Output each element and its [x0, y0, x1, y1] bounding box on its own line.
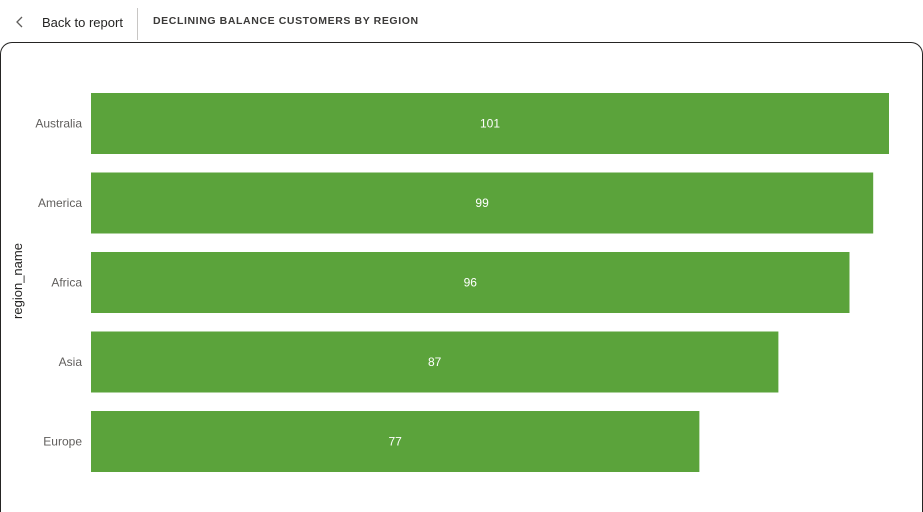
data-label: 77 — [389, 435, 403, 449]
top-bar: Back to report DECLINING BALANCE CUSTOME… — [0, 0, 923, 42]
bar-chart: Australia 101 America 99 Africa 96 Asia 87 Europ… — [10, 93, 889, 472]
chart-panel: Australia 101 America 99 Africa 96 Asia 87 Europ… — [0, 42, 923, 512]
data-label: 96 — [464, 276, 478, 290]
bar-america[interactable] — [91, 172, 874, 234]
bar-africa[interactable] — [91, 252, 850, 313]
back-label: Back to report — [42, 14, 123, 30]
y-tick-label: Asia — [59, 355, 83, 369]
data-label: 101 — [480, 117, 500, 131]
data-label: 99 — [475, 196, 489, 210]
chevron-left-icon — [10, 12, 30, 32]
y-tick-label: Africa — [51, 276, 82, 290]
data-label: 87 — [428, 355, 442, 369]
back-to-report-button[interactable]: Back to report — [10, 10, 123, 34]
y-axis-label: region_name — [10, 243, 25, 319]
y-tick-label: Europe — [43, 435, 82, 449]
bar-australia[interactable] — [91, 93, 889, 154]
bar-europe[interactable] — [91, 411, 700, 472]
bar-asia[interactable] — [91, 331, 779, 393]
page-title: DECLINING BALANCE CUSTOMERS BY REGION — [153, 15, 419, 27]
y-tick-label: America — [38, 196, 82, 210]
header-divider — [137, 8, 138, 40]
y-tick-label: Australia — [35, 117, 82, 131]
